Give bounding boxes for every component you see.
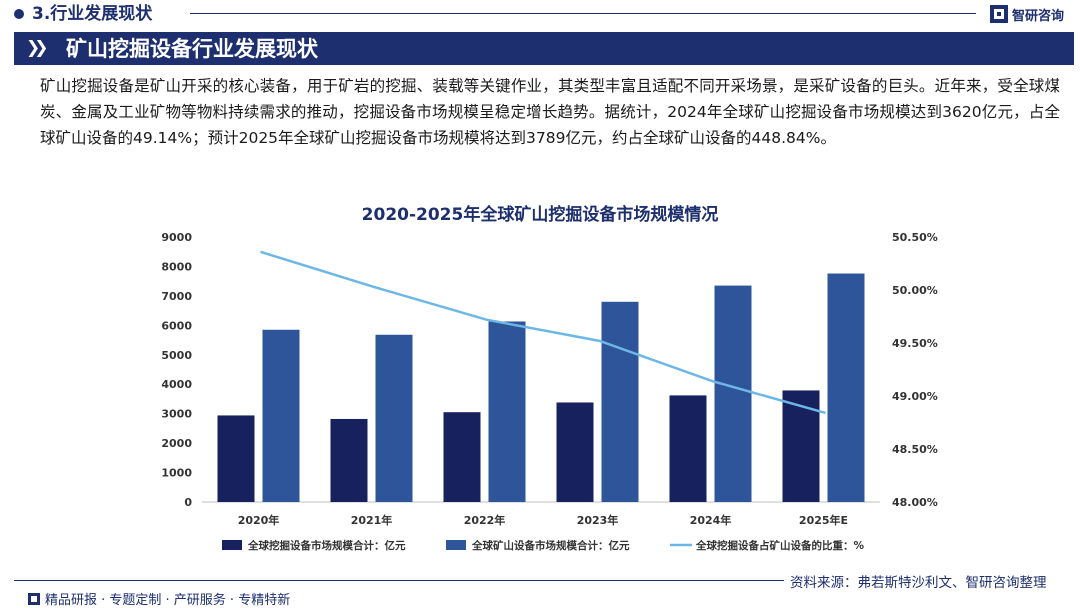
y-right-tick-label: 48.00%: [892, 496, 938, 509]
x-tick-label: 2024年: [690, 513, 732, 527]
legend-label: 全球挖掘设备占矿山设备的比重：%: [695, 539, 864, 552]
legend-label: 全球挖掘设备市场规模合计：亿元: [247, 539, 406, 552]
y-right-tick-label: 48.50%: [892, 443, 938, 456]
bar-series-2: [376, 335, 413, 502]
x-tick-label: 2021年: [351, 513, 393, 527]
x-tick-label: 2020年: [238, 513, 280, 527]
legend-swatch-1: [222, 540, 242, 550]
y-left-tick-label: 0: [184, 496, 192, 509]
y-left-tick-label: 7000: [161, 290, 192, 303]
y-left-tick-label: 4000: [161, 378, 192, 391]
footer-divider: [14, 580, 784, 581]
bar-series-1: [218, 415, 255, 502]
bar-series-1: [557, 402, 594, 502]
x-tick-label: 2025年E: [799, 513, 848, 527]
bar-series-1: [331, 419, 368, 502]
footer-services-text: 精品研报 · 专题定制 · 产研服务 · 专精特新: [45, 589, 290, 608]
legend-swatch-2: [446, 540, 466, 550]
y-right-tick-label: 49.50%: [892, 337, 938, 350]
y-left-tick-label: 1000: [161, 467, 192, 480]
data-source: 资料来源：弗若斯特沙利文、智研咨询整理: [790, 571, 1047, 591]
footer-services: 精品研报 · 专题定制 · 产研服务 · 专精特新: [28, 589, 290, 608]
y-left-tick-label: 5000: [161, 349, 192, 362]
y-left-tick-label: 3000: [161, 408, 192, 421]
y-left-tick-label: 8000: [161, 260, 192, 273]
bar-series-2: [602, 302, 639, 502]
bar-series-2: [715, 286, 752, 502]
bar-series-2: [828, 274, 865, 502]
y-left-tick-label: 6000: [161, 319, 192, 332]
bar-series-1: [670, 395, 707, 502]
bar-series-1: [444, 412, 481, 502]
y-left-tick-label: 9000: [161, 231, 192, 244]
y-left-tick-label: 2000: [161, 437, 192, 450]
y-right-tick-label: 49.00%: [892, 390, 938, 403]
bar-series-2: [263, 330, 300, 502]
y-right-tick-label: 50.00%: [892, 284, 938, 297]
y-right-tick-label: 50.50%: [892, 231, 938, 244]
x-tick-label: 2023年: [577, 513, 619, 527]
legend-label: 全球矿山设备市场规模合计：亿元: [471, 539, 630, 552]
bar-series-2: [489, 322, 526, 502]
footer-logo-icon: [28, 593, 40, 605]
x-tick-label: 2022年: [464, 513, 506, 527]
